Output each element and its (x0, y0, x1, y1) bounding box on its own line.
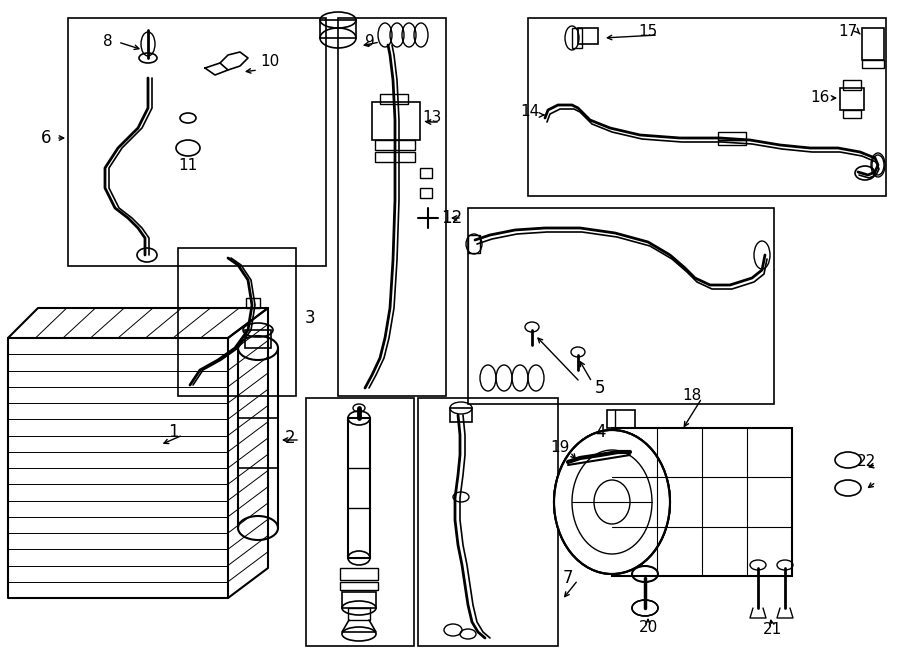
Bar (612, 428, 792, 576)
Bar (843, 80, 861, 90)
Text: 18: 18 (682, 387, 702, 403)
Text: 2: 2 (284, 429, 295, 447)
Text: 15: 15 (638, 24, 658, 40)
Bar (843, 110, 861, 118)
Bar (840, 88, 864, 110)
Bar (468, 235, 480, 253)
Text: 20: 20 (638, 621, 658, 635)
Bar (68, 18, 326, 266)
Bar (178, 248, 296, 396)
Ellipse shape (554, 430, 670, 574)
Text: 8: 8 (104, 34, 112, 50)
Bar (578, 28, 598, 44)
Text: 12: 12 (441, 209, 463, 227)
Bar (348, 418, 370, 558)
Text: 4: 4 (595, 423, 605, 441)
Bar (342, 592, 376, 608)
Text: 7: 7 (562, 569, 573, 587)
Text: 21: 21 (762, 623, 781, 637)
Text: 14: 14 (520, 104, 540, 120)
Bar (862, 60, 884, 68)
Text: 11: 11 (178, 157, 198, 173)
Bar (418, 398, 558, 646)
Bar (306, 398, 414, 646)
Bar (633, 574, 659, 582)
Bar (468, 208, 774, 404)
Text: 5: 5 (595, 379, 605, 397)
Bar (372, 102, 420, 140)
Text: 19: 19 (550, 440, 570, 455)
Bar (450, 408, 472, 422)
Text: 9: 9 (365, 34, 375, 50)
Bar (245, 330, 271, 348)
Text: 6: 6 (40, 129, 51, 147)
Text: 13: 13 (422, 110, 442, 126)
Bar (320, 20, 356, 38)
Bar (348, 608, 370, 620)
Bar (246, 298, 260, 308)
Text: 3: 3 (305, 309, 315, 327)
Text: 22: 22 (857, 455, 876, 469)
Bar (862, 28, 884, 60)
Bar (528, 18, 886, 196)
Bar (340, 582, 378, 590)
Bar (340, 568, 378, 580)
Text: 17: 17 (839, 24, 858, 40)
Bar (420, 188, 432, 198)
Ellipse shape (632, 600, 658, 616)
Text: 16: 16 (810, 91, 830, 106)
Bar (420, 168, 432, 178)
Bar (375, 152, 415, 162)
Bar (607, 410, 635, 428)
Bar (380, 94, 408, 104)
Bar (338, 18, 446, 396)
Bar (718, 132, 746, 140)
Text: 10: 10 (260, 54, 280, 69)
Bar (572, 28, 582, 48)
Bar (718, 140, 746, 145)
Text: 1: 1 (167, 423, 178, 441)
Bar (375, 140, 415, 150)
